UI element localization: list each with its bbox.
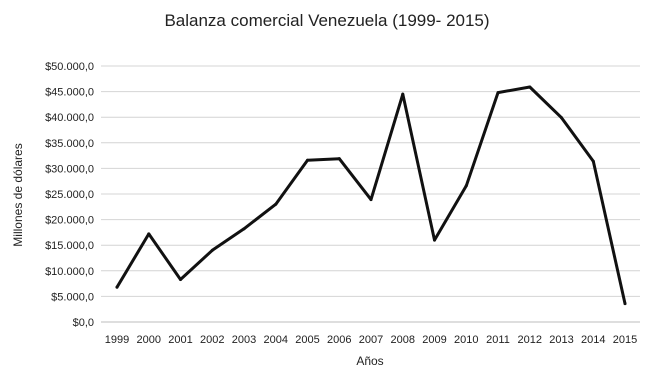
x-tick-label: 1999 bbox=[105, 334, 129, 346]
y-tick-label: $30.000,0 bbox=[45, 163, 94, 175]
x-tick-label: 2014 bbox=[581, 334, 605, 346]
y-tick-label: $50.000,0 bbox=[45, 61, 94, 73]
data-point bbox=[210, 248, 214, 252]
x-tick-label: 2005 bbox=[295, 334, 319, 346]
y-tick-label: $15.000,0 bbox=[45, 240, 94, 252]
y-tick-label: $10.000,0 bbox=[45, 266, 94, 278]
data-point bbox=[433, 238, 436, 242]
x-tick-label: 2007 bbox=[359, 334, 383, 346]
data-point bbox=[560, 116, 563, 120]
data-point bbox=[147, 232, 151, 236]
series-layer bbox=[115, 85, 627, 306]
x-tick-label: 2011 bbox=[486, 334, 510, 346]
x-tick-label: 2003 bbox=[232, 334, 256, 346]
x-tick-label: 2002 bbox=[200, 334, 224, 346]
data-point bbox=[401, 92, 405, 96]
y-tick-label: $20.000,0 bbox=[45, 215, 94, 227]
y-tick-label: $35.000,0 bbox=[45, 138, 94, 150]
y-tick-label: $40.000,0 bbox=[45, 112, 94, 124]
data-point bbox=[274, 202, 278, 206]
data-point bbox=[306, 158, 309, 162]
x-tick-label: 2000 bbox=[137, 334, 161, 346]
gridlines bbox=[101, 65, 640, 323]
data-point bbox=[591, 159, 595, 163]
x-tick-label: 2008 bbox=[391, 334, 415, 346]
data-point bbox=[464, 184, 468, 188]
data-point bbox=[179, 278, 182, 282]
x-tick-label: 2009 bbox=[422, 334, 446, 346]
x-tick-label: 2013 bbox=[549, 334, 573, 346]
y-tick-label: $5.000,0 bbox=[51, 291, 94, 303]
data-point bbox=[369, 198, 373, 202]
x-tick-label: 2001 bbox=[168, 334, 192, 346]
y-tick-label: $45.000,0 bbox=[45, 87, 94, 99]
x-tick-label: 2010 bbox=[454, 334, 478, 346]
y-tick-label: $0,0 bbox=[73, 317, 94, 329]
data-point bbox=[337, 157, 341, 161]
y-tick-labels: $0,0 $5.000,0 $10.000,0 $15.000,0 $20.000,0 $… bbox=[45, 61, 94, 329]
y-tick-label: $25.000,0 bbox=[45, 189, 94, 201]
x-tick-labels: 1999 2000 2001 2002 2003 2004 2005 2006 2007 2008… bbox=[105, 334, 637, 346]
x-tick-label: 2015 bbox=[613, 334, 637, 346]
chart-title: Balanza comercial Venezuela (1999- 2015) bbox=[164, 11, 489, 30]
x-tick-label: 2006 bbox=[327, 334, 351, 346]
data-point bbox=[528, 85, 532, 89]
data-point bbox=[623, 302, 627, 306]
data-point bbox=[115, 285, 119, 289]
y-axis-label: Millones de dólares bbox=[11, 143, 25, 246]
x-tick-label: 2012 bbox=[518, 334, 542, 346]
x-axis-label: Años bbox=[356, 354, 383, 367]
data-point bbox=[242, 227, 246, 231]
x-tick-label: 2004 bbox=[264, 334, 288, 346]
data-point bbox=[496, 91, 500, 95]
